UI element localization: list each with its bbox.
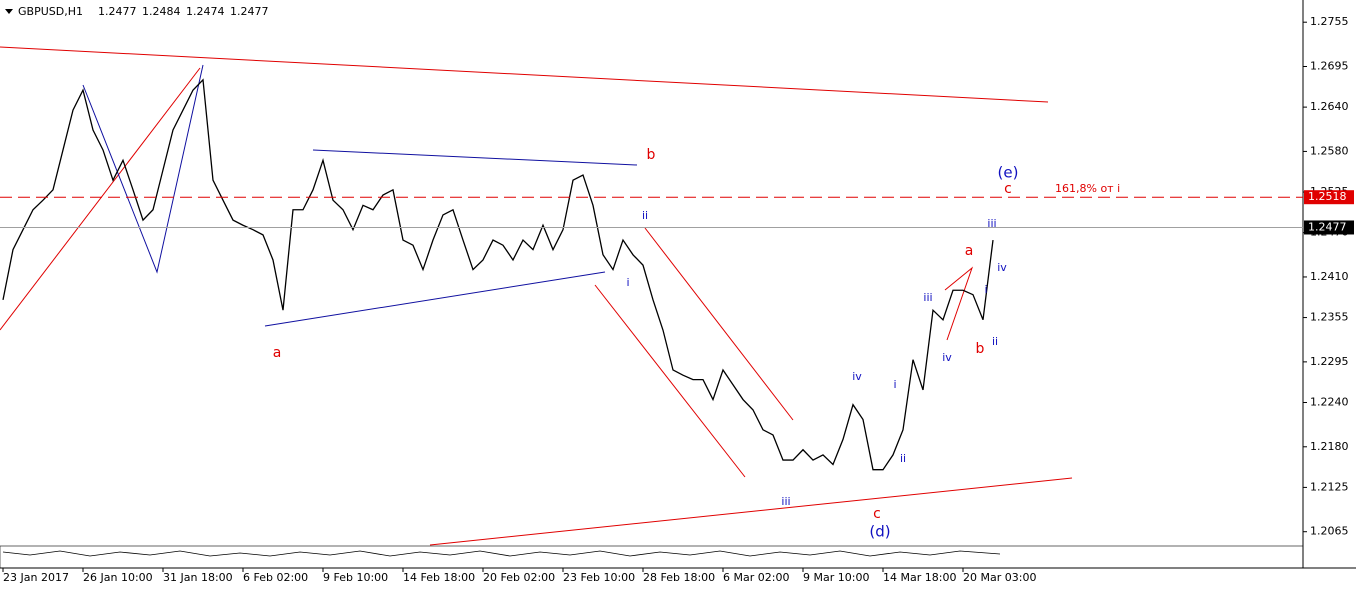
wave-label: 161,8% от i xyxy=(1055,182,1120,195)
y-tick-label: 1.2695 xyxy=(1310,60,1349,73)
indicator-window xyxy=(0,545,1304,569)
wave-label: iii xyxy=(987,217,996,230)
x-tick-label: 14 Mar 18:00 xyxy=(883,571,956,584)
x-tick-label: 9 Feb 10:00 xyxy=(323,571,388,584)
x-tick-label: 9 Mar 10:00 xyxy=(803,571,869,584)
wave-label: c xyxy=(873,506,881,522)
wave-label: a xyxy=(965,243,974,259)
x-tick-label: 31 Jan 18:00 xyxy=(163,571,233,584)
x-tick-label: 23 Jan 2017 xyxy=(3,571,69,584)
wave-label: iv xyxy=(997,261,1007,274)
wave-label: (e) xyxy=(998,164,1019,182)
x-tick-label: 14 Feb 18:00 xyxy=(403,571,475,584)
trend-line xyxy=(0,67,201,331)
wave-label: (d) xyxy=(869,523,890,541)
y-tick-label: 1.2295 xyxy=(1310,355,1349,368)
wave-label: ii xyxy=(992,335,998,348)
y-tick-label: 1.2240 xyxy=(1310,395,1349,408)
trend-line xyxy=(82,64,204,274)
quote-value: 1.2484 xyxy=(142,5,181,18)
price-line xyxy=(2,78,994,471)
trend-line xyxy=(312,149,638,166)
wave-label: i xyxy=(984,283,987,296)
y-tick-label: 1.2755 xyxy=(1310,15,1349,28)
quote-value: 1.2477 xyxy=(230,5,269,18)
trend-lines xyxy=(0,46,1073,546)
wave-label: c xyxy=(1004,181,1012,197)
wave-label: ii xyxy=(900,452,906,465)
y-tick-label: 1.2355 xyxy=(1310,311,1349,324)
wave-label: iii xyxy=(781,495,790,508)
y-tick-label: 1.2410 xyxy=(1310,270,1349,283)
wave-label: iv xyxy=(942,351,952,364)
x-tick-label: 20 Mar 03:00 xyxy=(963,571,1036,584)
x-tick-label: 6 Mar 02:00 xyxy=(723,571,789,584)
wave-label: a xyxy=(273,345,282,361)
chart-title: GBPUSD,H1 xyxy=(18,5,83,18)
quote-value: 1.2474 xyxy=(186,5,225,18)
trend-line xyxy=(644,227,794,421)
trend-line xyxy=(264,271,606,327)
wave-label: i xyxy=(626,276,629,289)
wave-label: iii xyxy=(923,291,932,304)
y-tick-label: 1.2065 xyxy=(1310,525,1349,538)
y-tick-label: 1.2180 xyxy=(1310,440,1349,453)
trend-line xyxy=(429,477,1073,546)
price-level-box xyxy=(1304,190,1354,205)
x-tick-label: 20 Feb 02:00 xyxy=(483,571,555,584)
trend-line xyxy=(944,266,974,341)
wave-label: b xyxy=(976,341,985,357)
x-tick-label: 28 Feb 18:00 xyxy=(643,571,715,584)
y-tick-label: 1.2125 xyxy=(1310,480,1349,493)
indicator-line xyxy=(2,550,1001,557)
y-tick-label: 1.2580 xyxy=(1310,144,1349,157)
y-tick-label: 1.2640 xyxy=(1310,100,1349,113)
price-level-label: 1.2477 xyxy=(1308,220,1347,233)
wave-label: i xyxy=(893,378,896,391)
x-tick-label: 26 Jan 10:00 xyxy=(83,571,153,584)
price-level-box xyxy=(1304,220,1354,235)
trend-line xyxy=(0,46,1049,103)
menu-arrow[interactable] xyxy=(5,9,13,14)
wave-label: ii xyxy=(642,209,648,222)
wave-label: iv xyxy=(852,370,862,383)
wave-label: b xyxy=(647,147,656,163)
quote-value: 1.2477 xyxy=(98,5,137,18)
price-level-label: 1.2518 xyxy=(1308,190,1347,203)
x-tick-label: 6 Feb 02:00 xyxy=(243,571,308,584)
x-tick-label: 23 Feb 10:00 xyxy=(563,571,635,584)
trend-line xyxy=(594,284,746,478)
